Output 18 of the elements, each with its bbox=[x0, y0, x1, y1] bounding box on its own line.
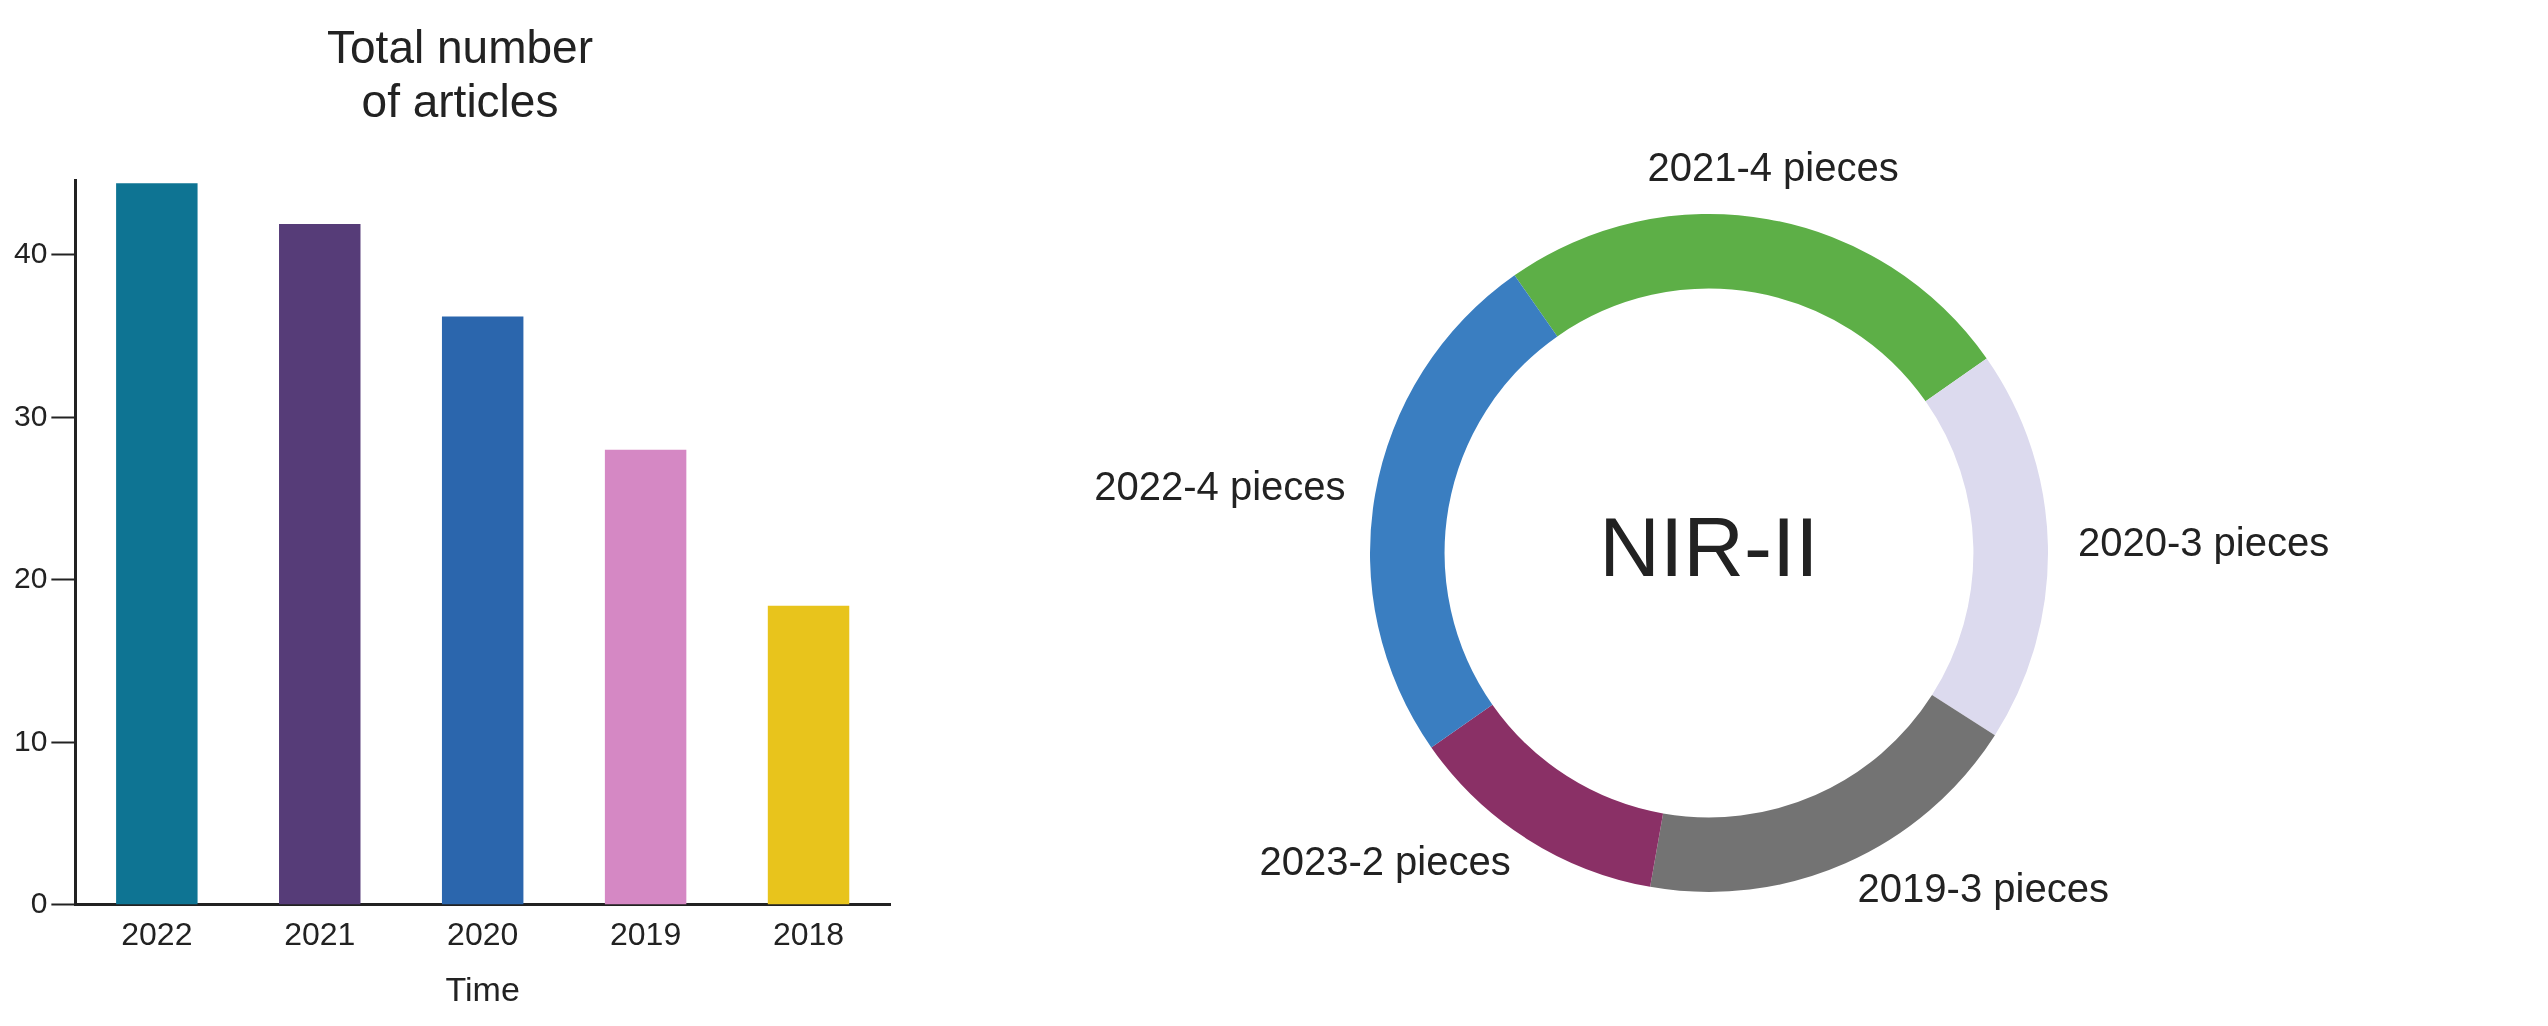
slice-label: 2022-4 pieces bbox=[1094, 463, 1346, 508]
slice-label: 2023-2 pieces bbox=[1259, 839, 1511, 884]
y-tick-label: 40 bbox=[13, 236, 48, 270]
x-tick-label: 2019 bbox=[610, 915, 682, 952]
x-axis-title: Time bbox=[445, 969, 520, 1008]
x-tick-label: 2020 bbox=[447, 915, 519, 952]
text: NIR-II bbox=[1599, 500, 1819, 595]
chart-title: Total number of articles bbox=[326, 20, 594, 128]
y-tick-label: 30 bbox=[13, 398, 48, 432]
slice-label: 2021-4 pieces bbox=[1647, 144, 1899, 189]
x-tick-label: 2018 bbox=[772, 915, 845, 952]
slice-label: 2020-3 pieces bbox=[2077, 519, 2330, 564]
y-tick-label: 0 bbox=[30, 886, 48, 920]
y-tick-label: 20 bbox=[13, 561, 48, 595]
y-tick-label: 10 bbox=[13, 723, 48, 757]
x-tick-label: 2021 bbox=[284, 915, 356, 952]
x-tick-label: 2022 bbox=[121, 915, 193, 952]
slice-label: 2019-3 pieces bbox=[1857, 865, 2109, 910]
